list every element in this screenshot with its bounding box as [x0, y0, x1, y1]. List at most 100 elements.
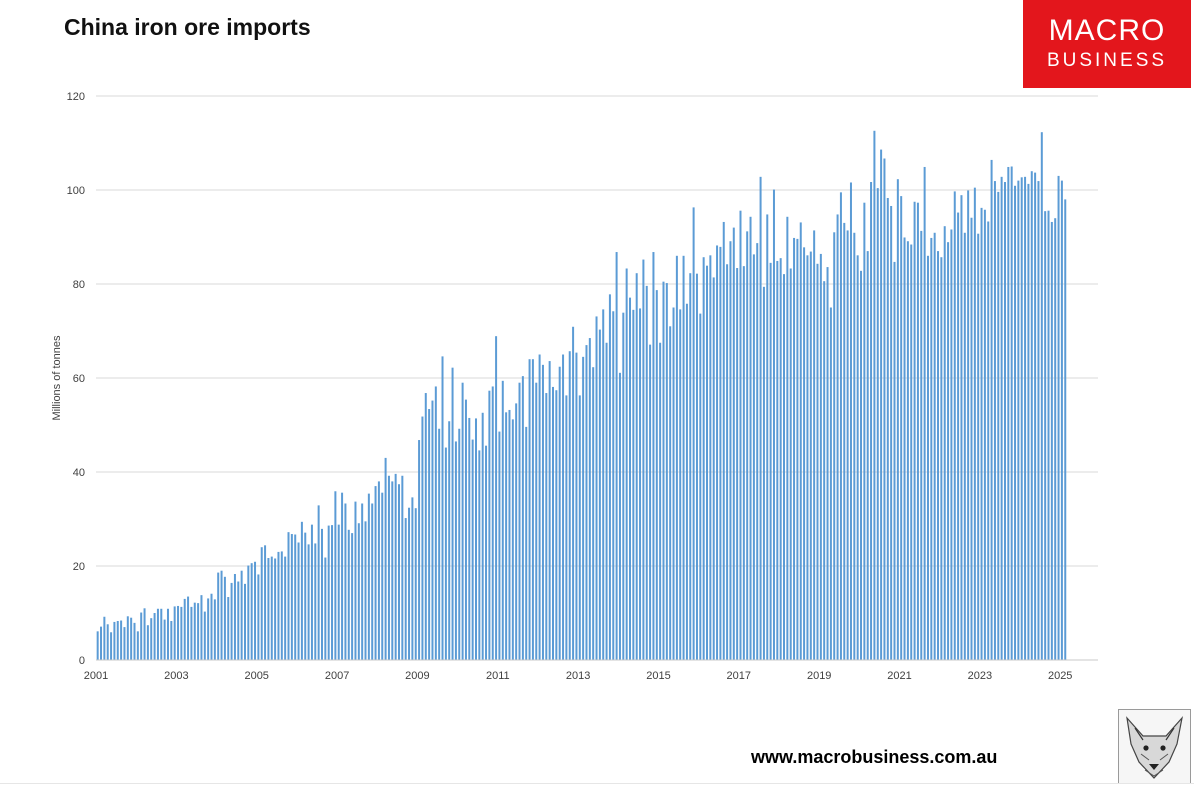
- bar: [468, 417, 471, 660]
- bar: [1047, 210, 1050, 660]
- bar: [110, 632, 113, 660]
- bar: [327, 525, 330, 660]
- bar: [860, 270, 863, 660]
- bar: [1017, 180, 1020, 660]
- bar: [592, 367, 595, 660]
- bar: [451, 367, 454, 660]
- y-tick-label: 20: [73, 561, 85, 573]
- logo-line-2: BUSINESS: [1046, 50, 1168, 71]
- bar: [207, 598, 210, 660]
- bar: [401, 475, 404, 660]
- bar: [689, 273, 692, 660]
- x-tick-label: 2021: [887, 670, 911, 682]
- bar: [200, 595, 203, 660]
- y-tick-label: 60: [73, 373, 85, 385]
- bar: [980, 207, 983, 661]
- bar: [652, 252, 655, 661]
- bar: [177, 605, 180, 660]
- bar: [836, 214, 839, 660]
- bar: [1007, 166, 1010, 660]
- bar: [642, 259, 645, 660]
- bar: [595, 316, 598, 660]
- bar: [880, 149, 883, 660]
- bar: [210, 593, 213, 660]
- bar: [813, 230, 816, 661]
- bar: [1054, 218, 1057, 660]
- bar: [458, 428, 461, 660]
- bar: [260, 547, 263, 660]
- bar: [254, 561, 257, 660]
- y-tick-label: 80: [73, 279, 85, 291]
- bar: [645, 285, 648, 660]
- bar: [505, 412, 508, 660]
- x-tick-label: 2001: [84, 670, 108, 682]
- bar: [1010, 166, 1013, 660]
- chart-title: China iron ore imports: [64, 14, 311, 40]
- bar: [967, 190, 970, 660]
- bar: [294, 534, 297, 660]
- bar: [351, 533, 354, 660]
- bar: [220, 570, 223, 660]
- bar: [635, 273, 638, 660]
- bar: [227, 597, 230, 660]
- bar: [381, 492, 384, 660]
- wolf-logo-icon: [1118, 709, 1191, 784]
- bar: [140, 612, 143, 660]
- bar: [940, 257, 943, 660]
- bar: [190, 606, 193, 660]
- bar: [806, 255, 809, 660]
- bar: [749, 216, 752, 661]
- bar: [264, 545, 267, 660]
- bar: [183, 598, 186, 660]
- bar: [334, 491, 337, 660]
- bar: [649, 344, 652, 660]
- bar: [354, 501, 357, 660]
- bar: [515, 403, 518, 660]
- bar: [846, 230, 849, 661]
- bar: [863, 202, 866, 660]
- bar: [943, 226, 946, 660]
- y-tick-label: 120: [67, 91, 85, 103]
- bar: [920, 230, 923, 660]
- bar: [518, 382, 521, 660]
- bar: [829, 307, 832, 660]
- bar: [501, 380, 504, 660]
- bar: [776, 260, 779, 660]
- bar: [100, 626, 103, 660]
- bar: [629, 297, 632, 660]
- bar: [947, 242, 950, 661]
- bar: [990, 159, 993, 661]
- bar: [310, 524, 313, 660]
- bar: [555, 390, 558, 660]
- bar: [133, 622, 136, 660]
- bar: [615, 252, 618, 661]
- bar: [314, 543, 317, 660]
- bar: [193, 602, 196, 660]
- bar: [163, 619, 166, 660]
- bar: [612, 311, 615, 660]
- bar: [257, 574, 260, 660]
- bar: [572, 326, 575, 660]
- bar: [535, 382, 538, 660]
- bar: [424, 393, 427, 660]
- bar: [856, 255, 859, 660]
- x-tick-label: 2007: [325, 670, 349, 682]
- bar: [525, 426, 528, 660]
- bar: [930, 237, 933, 660]
- bar: [789, 268, 792, 660]
- bar: [508, 409, 511, 660]
- bar: [166, 608, 169, 660]
- bar: [963, 232, 966, 660]
- bar: [632, 309, 635, 660]
- bar: [692, 207, 695, 660]
- bar: [578, 395, 581, 660]
- bar: [347, 529, 350, 660]
- bar: [384, 457, 387, 660]
- bar: [973, 187, 976, 660]
- bar: [521, 376, 524, 660]
- footer-divider: [0, 783, 1194, 784]
- bar: [562, 354, 565, 660]
- bar: [444, 447, 447, 660]
- bar: [849, 182, 852, 661]
- bar: [916, 202, 919, 660]
